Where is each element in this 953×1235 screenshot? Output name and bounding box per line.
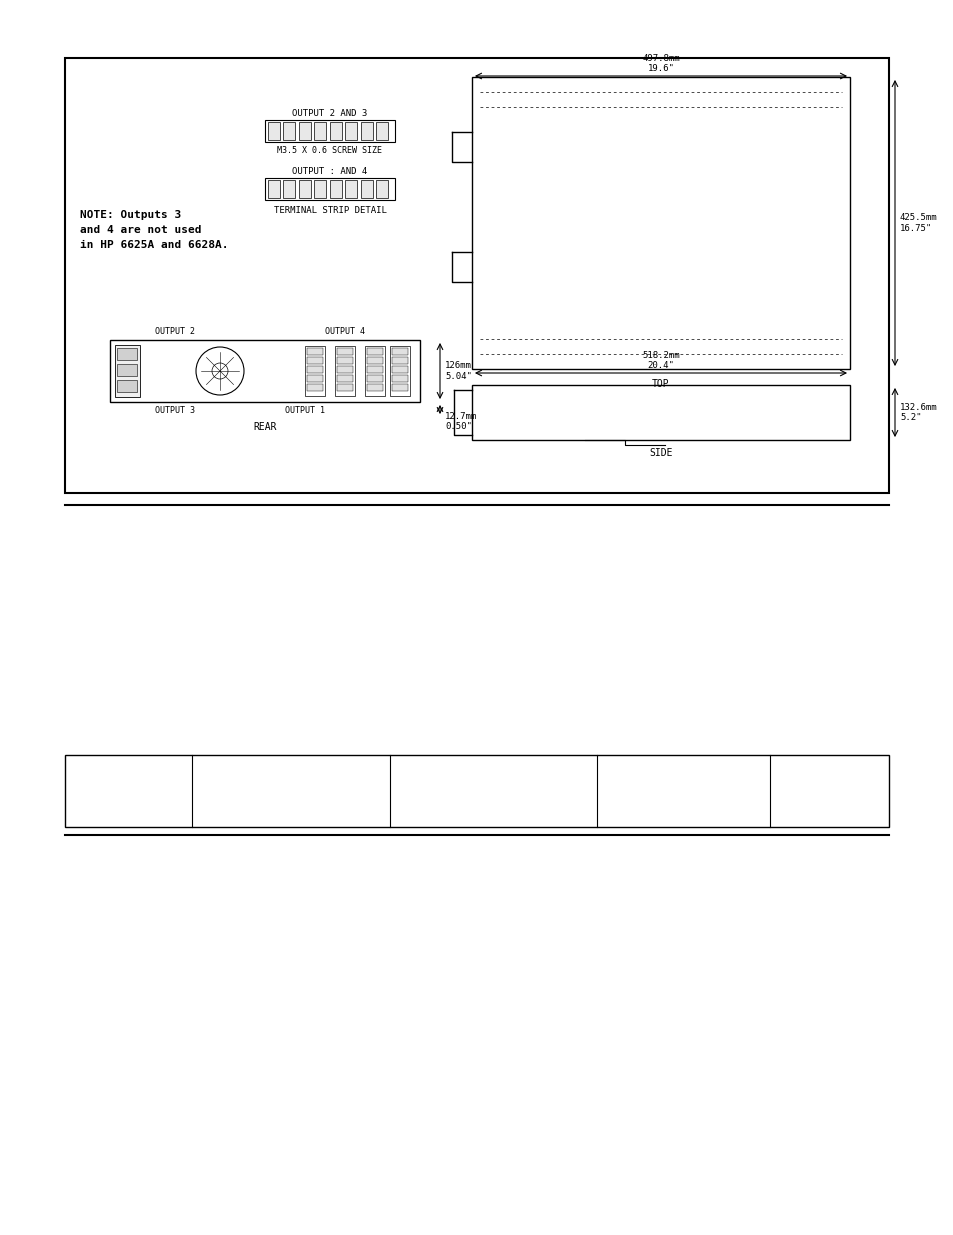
Bar (330, 180, 341, 198)
Bar (117, 364, 137, 375)
Text: 425.5mm
16.75": 425.5mm 16.75" (899, 214, 937, 232)
Bar (265, 120, 395, 142)
Bar (314, 180, 326, 198)
Bar (360, 122, 373, 140)
Text: 497.8mm
19.6": 497.8mm 19.6" (641, 53, 679, 73)
Text: OUTPUT 2: OUTPUT 2 (154, 327, 194, 336)
Text: 126mm
5.04": 126mm 5.04" (444, 362, 472, 380)
Bar (307, 384, 323, 391)
Text: 12.7mm
0.50": 12.7mm 0.50" (444, 412, 476, 431)
Bar (360, 180, 373, 198)
Bar (365, 346, 385, 396)
Bar (265, 178, 395, 200)
Bar (283, 122, 295, 140)
Bar (472, 77, 849, 369)
Bar (298, 180, 311, 198)
Bar (392, 357, 408, 364)
Bar (65, 58, 888, 493)
Text: OUTPUT 4: OUTPUT 4 (325, 327, 365, 336)
Text: M3.5 X 0.6 SCREW SIZE: M3.5 X 0.6 SCREW SIZE (277, 146, 382, 156)
Bar (392, 375, 408, 382)
Bar (336, 384, 353, 391)
Bar (392, 348, 408, 354)
Bar (307, 366, 323, 373)
Bar (336, 375, 353, 382)
Bar (376, 122, 388, 140)
Text: TERMINAL STRIP DETAIL: TERMINAL STRIP DETAIL (274, 206, 386, 215)
Bar (307, 357, 323, 364)
Bar (298, 122, 311, 140)
Bar (115, 345, 140, 396)
Bar (117, 380, 137, 391)
Text: OUTPUT : AND 4: OUTPUT : AND 4 (292, 167, 367, 177)
Text: 518.2mm
20.4": 518.2mm 20.4" (641, 351, 679, 370)
Text: OUTPUT 1: OUTPUT 1 (285, 406, 325, 415)
Bar (117, 348, 137, 359)
Bar (307, 375, 323, 382)
Bar (268, 122, 280, 140)
Text: OUTPUT 2 AND 3: OUTPUT 2 AND 3 (292, 109, 367, 119)
Text: SIDE: SIDE (649, 448, 672, 458)
Bar (392, 384, 408, 391)
Bar (376, 180, 388, 198)
Bar (314, 122, 326, 140)
Bar (336, 357, 353, 364)
Bar (335, 346, 355, 396)
Bar (345, 122, 357, 140)
Text: 132.6mm
5.2": 132.6mm 5.2" (899, 403, 937, 422)
Bar (307, 348, 323, 354)
Bar (305, 346, 325, 396)
Bar (283, 180, 295, 198)
Bar (336, 366, 353, 373)
Bar (367, 384, 382, 391)
Bar (392, 366, 408, 373)
Bar (367, 348, 382, 354)
Bar (472, 385, 849, 440)
Bar (330, 122, 341, 140)
Bar (268, 180, 280, 198)
Bar (345, 180, 357, 198)
Bar (367, 375, 382, 382)
Text: NOTE: Outputs 3
and 4 are not used
in HP 6625A and 6628A.: NOTE: Outputs 3 and 4 are not used in HP… (80, 210, 229, 249)
Bar (390, 346, 410, 396)
Bar (367, 357, 382, 364)
Text: REAR: REAR (253, 422, 276, 432)
Bar (367, 366, 382, 373)
Bar (65, 755, 888, 827)
Bar (336, 348, 353, 354)
Text: OUTPUT 3: OUTPUT 3 (154, 406, 194, 415)
Text: TOP: TOP (652, 379, 669, 389)
Bar (110, 340, 419, 403)
